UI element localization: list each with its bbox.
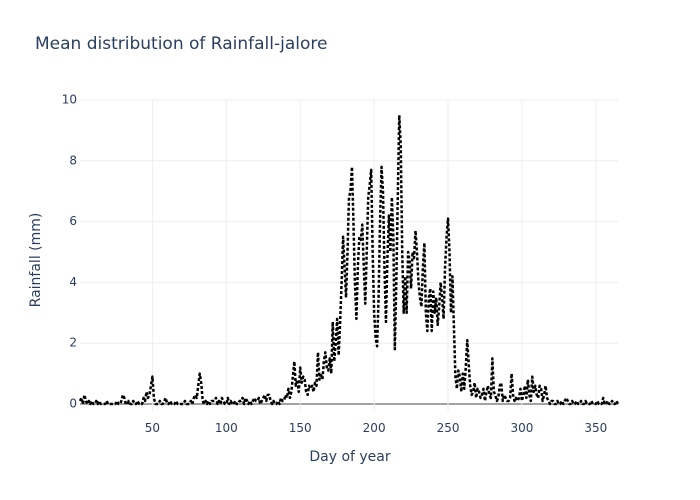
x-tick-label: 250 <box>437 421 460 435</box>
x-tick-label: 50 <box>145 421 160 435</box>
x-tick-label: 100 <box>215 421 238 435</box>
y-tick-label: 6 <box>69 214 77 228</box>
y-axis-title: Rainfall (mm) <box>28 213 44 308</box>
x-axis-title: Day of year <box>309 449 391 465</box>
y-tick-label: 8 <box>69 153 77 167</box>
y-tick-label: 10 <box>62 93 77 107</box>
y-tick-label: 0 <box>69 397 77 411</box>
y-tick-label: 2 <box>69 336 77 350</box>
x-tick-label: 150 <box>289 421 312 435</box>
data-line <box>78 113 620 406</box>
x-tick-label: 300 <box>510 421 533 435</box>
x-tick-label: 350 <box>584 421 607 435</box>
y-tick-label: 4 <box>69 275 77 289</box>
x-tick-label: 200 <box>363 421 386 435</box>
chart-title: Mean distribution of Rainfall-jalore <box>35 34 327 54</box>
